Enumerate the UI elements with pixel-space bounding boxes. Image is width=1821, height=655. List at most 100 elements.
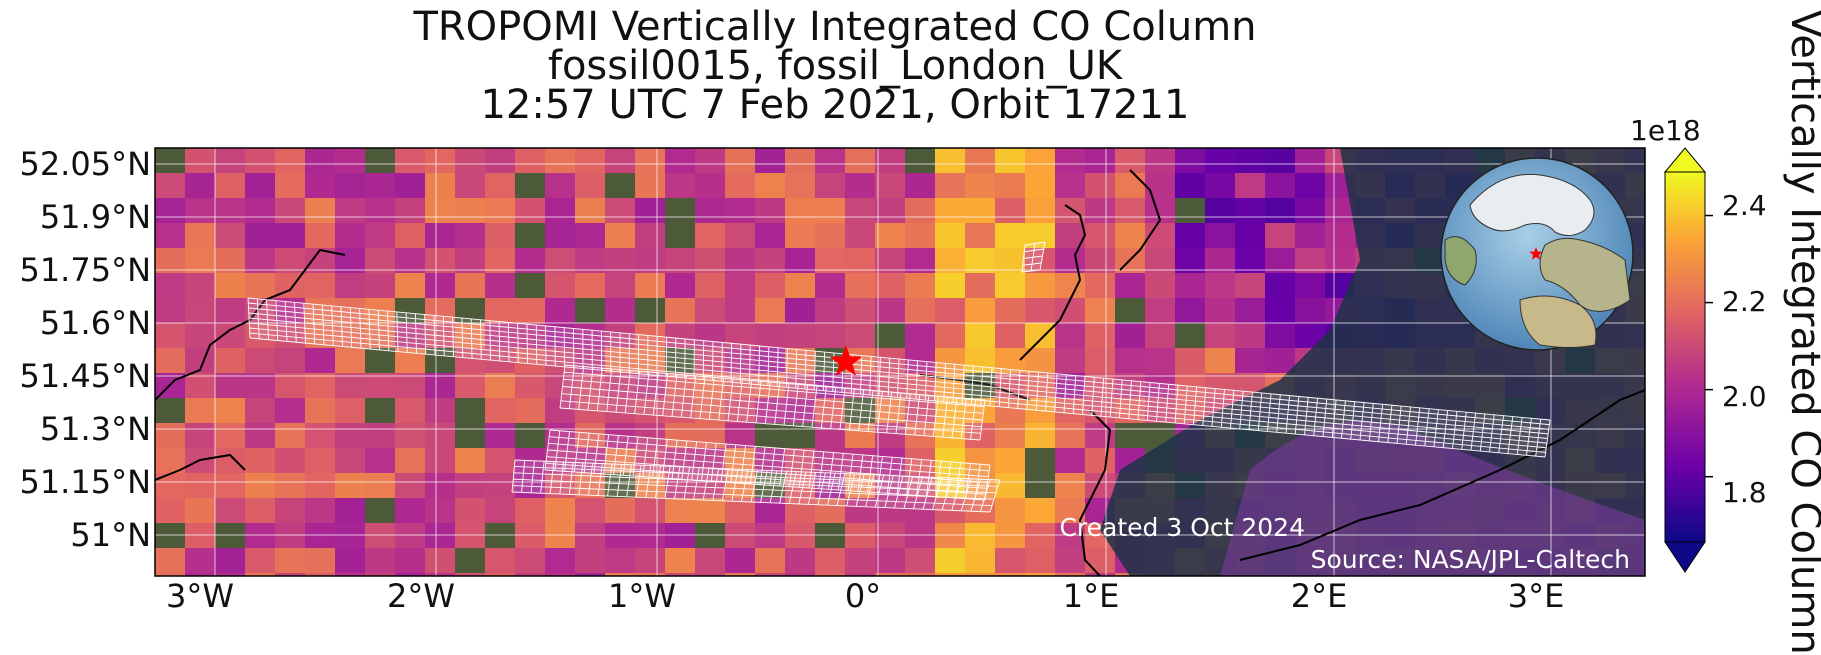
co-pixel xyxy=(995,498,1026,524)
co-pixel xyxy=(575,223,606,249)
co-pixel xyxy=(245,173,276,199)
co-pixel xyxy=(905,198,936,224)
co-pixel xyxy=(695,498,726,524)
imagery-gap xyxy=(1025,448,1055,473)
co-pixel xyxy=(965,548,996,574)
colorbar-exponent: 1e18 xyxy=(1630,115,1701,147)
co-pixel xyxy=(485,473,516,499)
co-pixel xyxy=(215,148,246,174)
co-pixel xyxy=(965,573,996,599)
co-pixel xyxy=(665,548,696,574)
co-pixel xyxy=(545,223,576,249)
x-tick-0: 3°W xyxy=(130,578,270,614)
co-pixel xyxy=(245,548,276,574)
co-pixel xyxy=(485,298,516,324)
co-pixel xyxy=(1145,298,1176,324)
co-pixel xyxy=(275,223,306,249)
co-pixel xyxy=(695,298,726,324)
co-pixel xyxy=(485,173,516,199)
colorbar-tick-2: 2.0 xyxy=(1722,381,1767,413)
co-pixel xyxy=(905,323,936,349)
co-pixel xyxy=(425,423,456,449)
co-pixel xyxy=(965,173,996,199)
co-pixel xyxy=(275,423,306,449)
co-pixel xyxy=(1235,348,1266,374)
co-pixel xyxy=(575,523,606,549)
co-pixel xyxy=(845,323,876,349)
co-pixel xyxy=(455,373,486,399)
co-pixel xyxy=(1085,223,1116,249)
co-pixel xyxy=(1055,173,1086,199)
co-pixel xyxy=(755,523,786,549)
imagery-gap xyxy=(665,198,695,223)
co-pixel xyxy=(455,223,486,249)
co-pixel xyxy=(575,498,606,524)
co-pixel xyxy=(545,523,576,549)
co-pixel xyxy=(395,173,426,199)
co-pixel xyxy=(665,498,696,524)
co-pixel xyxy=(755,273,786,299)
co-pixel xyxy=(965,523,996,549)
co-pixel xyxy=(785,223,816,249)
co-pixel xyxy=(845,548,876,574)
co-pixel xyxy=(1205,148,1236,174)
co-pixel xyxy=(185,523,216,549)
co-pixel xyxy=(1055,323,1086,349)
colorbar-max-extend xyxy=(1665,148,1705,172)
co-pixel xyxy=(995,423,1026,449)
co-pixel xyxy=(485,273,516,299)
co-pixel xyxy=(1025,323,1056,349)
co-pixel xyxy=(995,173,1026,199)
co-pixel xyxy=(395,223,426,249)
co-pixel xyxy=(1025,198,1056,224)
co-pixel xyxy=(245,473,276,499)
co-pixel xyxy=(185,548,216,574)
co-pixel xyxy=(1115,323,1146,349)
colorbar-tick-3: 1.8 xyxy=(1722,477,1767,509)
co-pixel xyxy=(905,173,936,199)
co-pixel xyxy=(1295,223,1326,249)
co-pixel xyxy=(875,198,906,224)
co-pixel xyxy=(335,423,366,449)
co-pixel xyxy=(1265,173,1296,199)
co-pixel xyxy=(275,373,306,399)
co-pixel xyxy=(365,548,396,574)
co-pixel xyxy=(725,148,756,174)
co-pixel xyxy=(815,223,846,249)
co-pixel xyxy=(245,523,276,549)
co-pixel xyxy=(365,198,396,224)
co-pixel xyxy=(245,223,276,249)
co-pixel xyxy=(845,198,876,224)
imagery-gap xyxy=(575,298,605,323)
co-pixel xyxy=(335,198,366,224)
imagery-gap xyxy=(1025,473,1055,498)
co-pixel xyxy=(215,273,246,299)
co-pixel xyxy=(425,448,456,474)
co-pixel xyxy=(1085,173,1116,199)
co-pixel xyxy=(215,198,246,224)
co-pixel xyxy=(275,198,306,224)
co-pixel xyxy=(875,223,906,249)
colorbar-label-text: Vertically Integrated CO Column xyxy=(1782,10,1821,610)
co-pixel xyxy=(635,498,666,524)
co-pixel xyxy=(305,423,336,449)
co-pixel xyxy=(1235,223,1266,249)
map-area: Created 3 Oct 2024 Source: NASA/JPL-Calt… xyxy=(155,148,1656,599)
co-pixel xyxy=(875,548,906,574)
colorbar-min-extend xyxy=(1665,542,1705,572)
co-pixel xyxy=(455,273,486,299)
co-pixel xyxy=(965,198,996,224)
co-pixel xyxy=(335,448,366,474)
co-pixel xyxy=(455,473,486,499)
co-pixel xyxy=(1115,198,1146,224)
co-pixel xyxy=(1145,173,1176,199)
co-pixel xyxy=(965,273,996,299)
co-pixel xyxy=(275,473,306,499)
co-pixel xyxy=(1085,148,1116,174)
co-pixel xyxy=(695,148,726,174)
co-pixel xyxy=(395,473,426,499)
co-pixel xyxy=(215,323,246,349)
co-pixel xyxy=(1175,298,1206,324)
co-pixel xyxy=(245,398,276,424)
x-tick-3: 0° xyxy=(793,578,933,614)
